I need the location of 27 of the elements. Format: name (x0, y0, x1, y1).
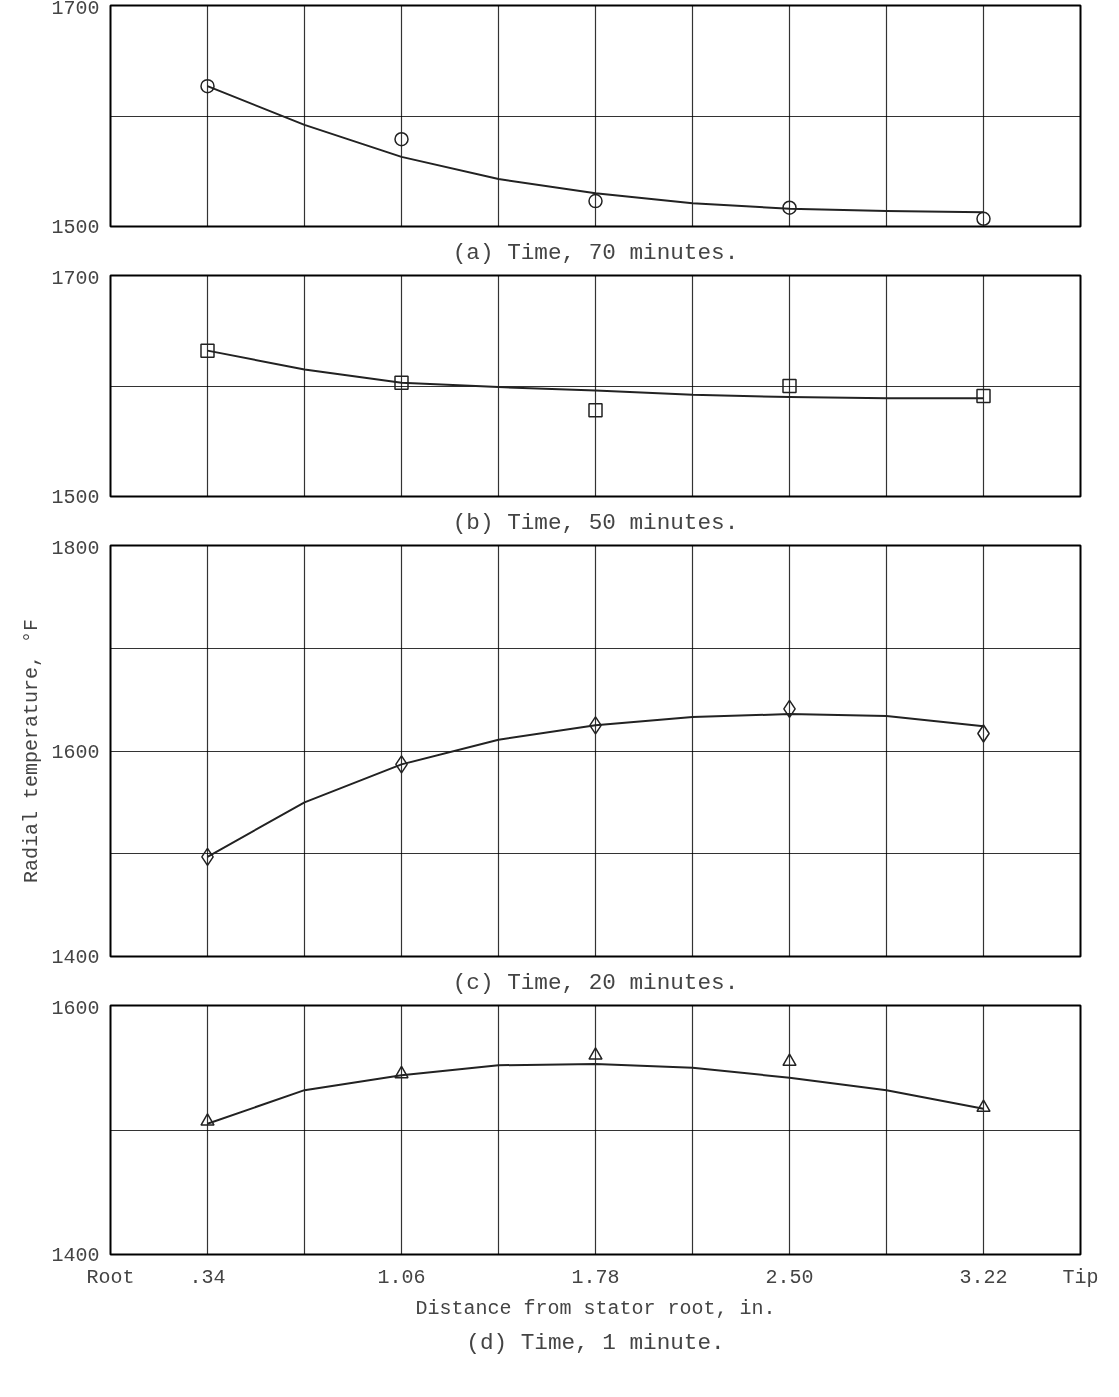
y-tick-label: 1500 (51, 216, 100, 239)
y-tick-label: 1600 (51, 996, 100, 1020)
text: (b) Time, 50 minutes. (452, 509, 739, 536)
x-tick-label: Tip (1062, 1265, 1099, 1289)
y-tick-label: 1800 (51, 536, 100, 560)
x-tick-label: 1.06 (377, 1265, 426, 1289)
text: (c) Time, 20 minutes. (452, 969, 739, 996)
point (588, 403, 603, 418)
x-tick-label: .34 (189, 1265, 226, 1289)
y-tick-label: 1600 (51, 740, 100, 764)
point (976, 388, 991, 404)
text: (d) Time, 1 minute. (466, 1329, 725, 1356)
x-tick-label: Root (86, 1265, 135, 1289)
y-tick-label: 1400 (51, 946, 100, 969)
y-axis-title: Radial temperature, °F (20, 618, 44, 884)
y-tick-label: 1700 (51, 0, 100, 20)
point (782, 378, 797, 394)
x-tick-label: 1.78 (571, 1265, 620, 1289)
y-tick-label: 1500 (51, 486, 100, 509)
x-axis-title: Distance from stator root, in. (415, 1296, 776, 1320)
text: (a) Time, 70 minutes. (452, 239, 739, 266)
point (200, 343, 215, 358)
y-tick-label: 1700 (51, 266, 100, 290)
y-tick-label: 1400 (51, 1244, 100, 1267)
x-tick-label: 3.22 (959, 1265, 1008, 1289)
point (394, 375, 409, 390)
x-tick-label: 2.50 (765, 1265, 814, 1289)
